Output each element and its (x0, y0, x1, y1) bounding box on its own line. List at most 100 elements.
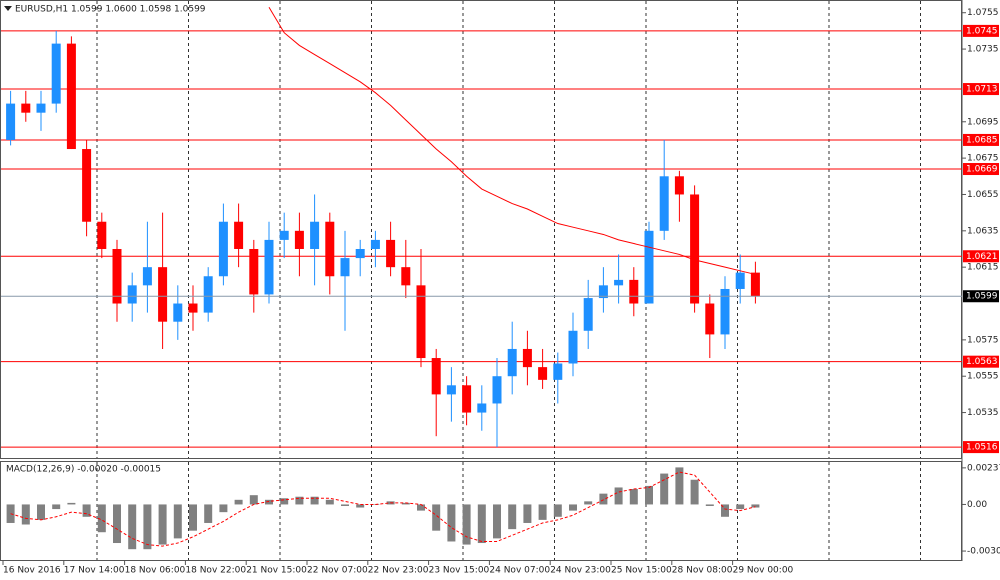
macd-bar (113, 504, 121, 544)
macd-bar (173, 504, 182, 539)
candle-body (340, 258, 350, 277)
macd-bar (508, 504, 517, 530)
x-tick-label: 21 Nov 15:00 (246, 566, 307, 576)
level-label: 1.0745 (966, 26, 998, 36)
macd-bar (356, 504, 365, 508)
macd-bar (736, 504, 745, 510)
macd-bar (721, 504, 729, 517)
candle-body (127, 285, 137, 304)
macd-bar (660, 473, 669, 505)
candle-body (446, 385, 456, 395)
level-label-box (963, 250, 999, 263)
macd-bar (447, 504, 456, 542)
level-label-box (963, 355, 999, 368)
moving-average (268, 7, 756, 275)
candle-body (690, 194, 700, 304)
x-tick-label: 28 Nov 08:00 (672, 566, 733, 576)
macd-bar (341, 504, 349, 506)
macd-bar (52, 504, 61, 510)
macd-bar (569, 504, 577, 511)
candle-body (279, 230, 289, 240)
signal-line (10, 471, 756, 547)
macd-bar (158, 504, 167, 545)
macd-bar (645, 485, 653, 505)
candle-body (370, 239, 380, 249)
macd-bar (553, 504, 562, 517)
y-tick-label: 1.0735 (967, 45, 999, 55)
candle-body (553, 363, 563, 380)
y-tick-label: 1.0695 (967, 117, 999, 127)
macd-bar (97, 504, 106, 533)
plot (1, 7, 962, 550)
candle-body (598, 285, 608, 299)
macd-bar (189, 504, 197, 531)
x-tick-label: 25 Nov 15:00 (611, 566, 672, 576)
level-label: 1.0563 (966, 357, 998, 367)
y-tick-label: 1.0755 (967, 8, 999, 18)
candle-body (36, 103, 46, 113)
y-tick-label: 1.0615 (967, 263, 999, 273)
candle-body (188, 303, 198, 313)
y-tick-label: 1.0535 (967, 408, 999, 418)
macd-bar (538, 504, 547, 520)
candle-body (325, 221, 335, 277)
y-tick-label: 1.0655 (967, 190, 999, 200)
macd-bar (401, 502, 410, 505)
candle-body (310, 221, 320, 249)
x-tick-label: 23 Nov 15:00 (429, 566, 490, 576)
level-label: 1.0685 (966, 135, 998, 145)
macd-bar (493, 504, 501, 539)
level-label-box (963, 133, 999, 146)
macd-bar (751, 504, 760, 508)
candle-body (142, 267, 152, 286)
x-tick-label: 22 Nov 23:00 (368, 566, 429, 576)
y-tick-label: 1.0635 (967, 226, 999, 236)
candle-body (401, 267, 411, 286)
candle-body (659, 176, 669, 231)
candle-body (614, 279, 624, 286)
macd-bar (584, 501, 593, 505)
macd-bar (675, 467, 684, 505)
macd-bar (249, 495, 258, 505)
macd-bar (219, 504, 228, 513)
candle-body (644, 230, 654, 304)
candle-body (97, 221, 107, 249)
macd-bar (599, 493, 608, 505)
menu-arrow[interactable] (4, 6, 12, 11)
macd-bar (629, 489, 638, 505)
x-tick-label: 24 Nov 07:00 (489, 566, 550, 576)
candle-body (462, 385, 472, 413)
candle-body (51, 43, 61, 104)
macd-bar (295, 496, 304, 505)
candle-body (294, 230, 304, 249)
macd-bar (280, 498, 289, 505)
x-tick-label: 18 Nov 22:00 (185, 566, 246, 576)
macd-bar (523, 504, 532, 523)
candle-body (66, 43, 76, 150)
y-tick-label: 0.00237 (967, 463, 1000, 473)
macd-bar (82, 504, 91, 517)
candle-body (355, 248, 365, 259)
candle-body (720, 288, 730, 335)
level-label: 1.0516 (966, 443, 998, 453)
macd-title: MACD(12,26,9) -0.00020 -0.00015 (6, 465, 161, 475)
macd-bar (310, 496, 319, 505)
y-tick-label: 1.0575 (967, 335, 999, 345)
candle-body (21, 103, 31, 113)
macd-bar (325, 499, 334, 505)
macd-bar (143, 504, 152, 550)
x-tick-label: 18 Nov 06:00 (125, 566, 186, 576)
candle-body (264, 239, 274, 295)
candle-body (203, 276, 213, 313)
last-price-box (963, 290, 999, 303)
candle-body (6, 103, 16, 140)
candle-body (735, 272, 745, 289)
level-label-box (963, 441, 999, 454)
candle-body (629, 279, 639, 304)
level-label: 1.0669 (966, 165, 998, 175)
macd-bar (37, 504, 45, 520)
y-tick-label: 1.0675 (967, 154, 999, 164)
x-tick-label: 22 Nov 07:00 (307, 566, 368, 576)
candle-body (568, 330, 578, 364)
